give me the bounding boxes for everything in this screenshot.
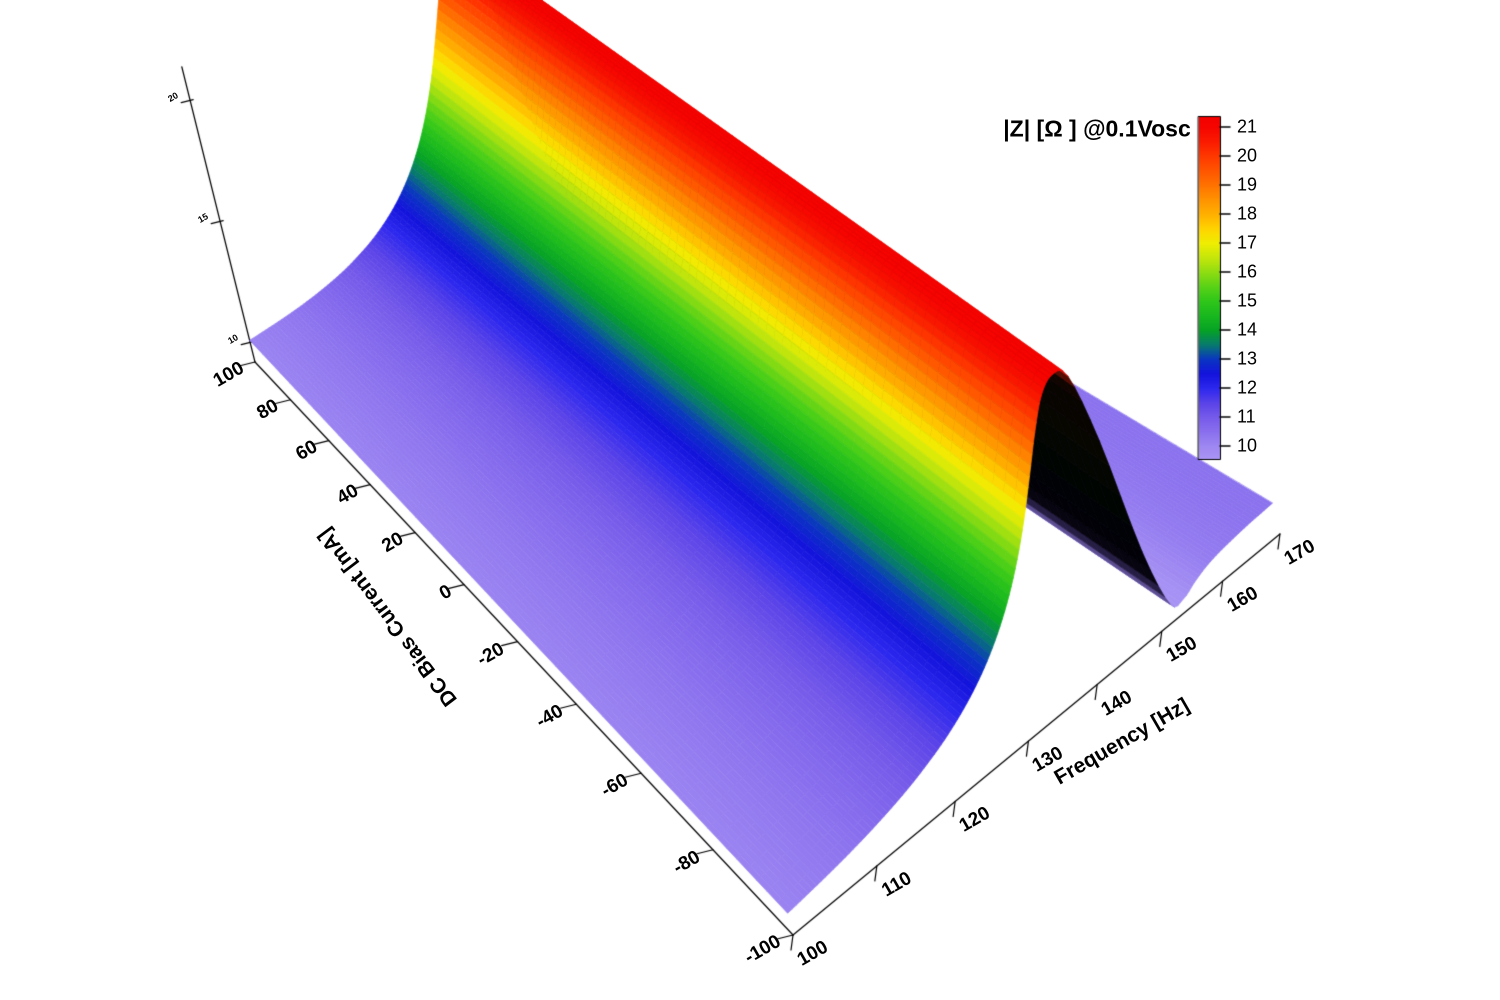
plot-root: |Z| [Ω ] @0.1Vosc Frequency [Hz] DC Bias… xyxy=(0,0,1500,1000)
surface-plot-canvas xyxy=(0,0,1500,1000)
